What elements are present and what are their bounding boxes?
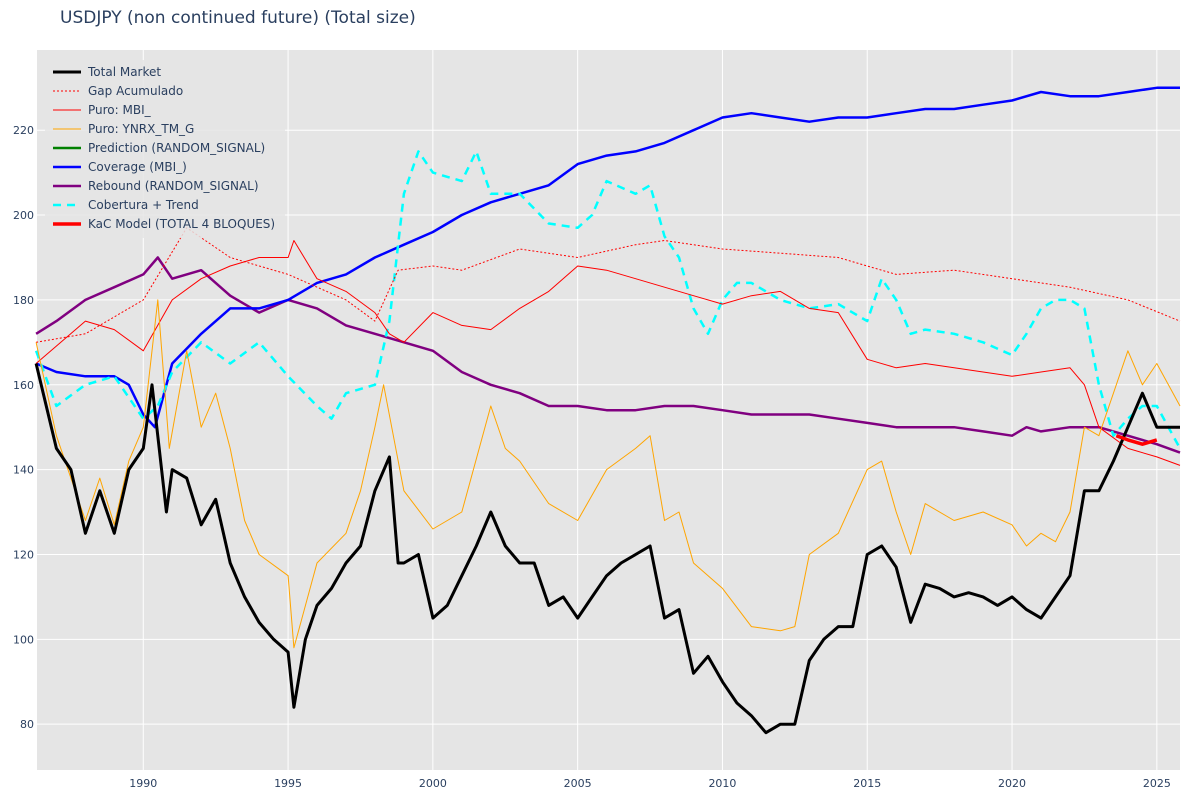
series-line-2 [35,240,1181,466]
x-tick-label: 2000 [419,777,447,790]
x-tick-label: 1995 [274,777,302,790]
legend-item[interactable]: Rebound (RANDOM_SIGNAL) [88,179,259,193]
series-line-1 [36,227,1181,343]
legend-item[interactable]: Cobertura + Trend [88,198,199,212]
series-line-5 [35,86,1180,429]
x-tick-label: 2005 [564,777,592,790]
y-tick-label: 180 [13,294,34,307]
x-tick-label: 2025 [1143,777,1171,790]
x-tick-label: 1990 [129,777,157,790]
y-tick-label: 120 [13,548,34,561]
x-tick-label: 2015 [853,777,881,790]
y-tick-label: 80 [20,718,34,731]
legend-item[interactable]: Gap Acumulado [88,84,183,98]
legend-item[interactable]: Puro: MBI_ [88,103,152,117]
series-line-7 [34,150,1182,450]
chart-title: USDJPY (non continued future) (Total siz… [60,8,416,28]
y-tick-label: 140 [13,464,34,477]
legend-item[interactable]: Coverage (MBI_) [88,160,187,174]
legend-item[interactable]: Puro: YNRX_TM_G [88,122,194,136]
y-tick-label: 220 [13,124,34,137]
legend-item[interactable]: Prediction (RANDOM_SIGNAL) [88,141,265,155]
legend-box [45,60,285,238]
y-tick-label: 200 [13,209,34,222]
series-line-3 [35,299,1181,649]
series-line-6 [35,256,1181,454]
series-line-0 [34,363,1180,735]
x-tick-label: 2010 [708,777,736,790]
y-tick-label: 160 [13,379,34,392]
x-tick-label: 2020 [998,777,1026,790]
legend: Total Market Gap Acumulado Puro: MBI_ Puro:… [45,60,285,238]
series-line-8 [1115,434,1158,446]
legend-item[interactable]: KaC Model (TOTAL 4 BLOQUES) [88,217,275,231]
legend-item[interactable]: Total Market [87,65,161,79]
y-tick-label: 100 [13,633,34,646]
